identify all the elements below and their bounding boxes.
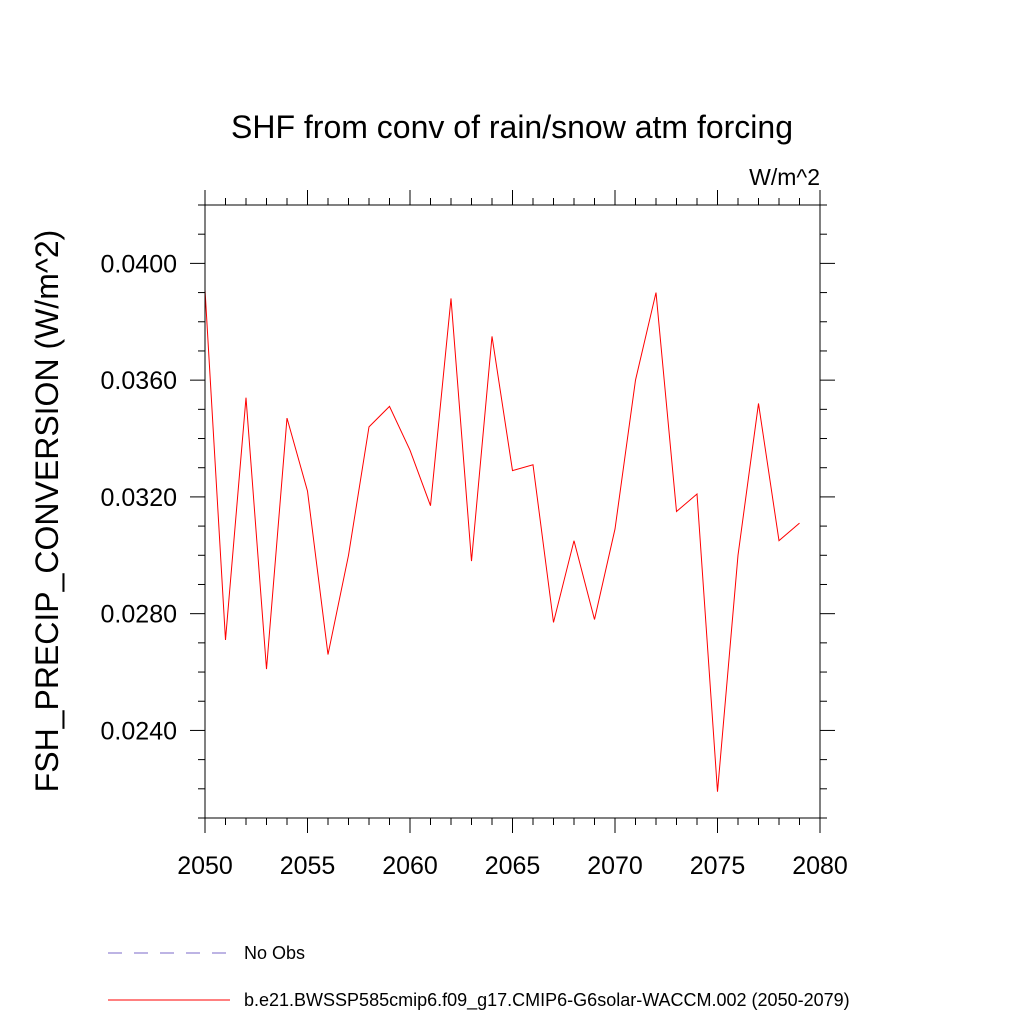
- units-label: W/m^2: [749, 164, 820, 190]
- y-tick-label: 0.0280: [101, 601, 177, 629]
- x-tick-label: 2075: [690, 852, 746, 880]
- y-tick-label: 0.0320: [101, 484, 177, 512]
- chart-title: SHF from conv of rain/snow atm forcing: [231, 109, 793, 145]
- legend-label: b.e21.BWSSP585cmip6.f09_g17.CMIP6-G6sola…: [244, 990, 850, 1011]
- y-tick-label: 0.0240: [101, 717, 177, 745]
- y-axis-label: FSH_PRECIP_CONVERSION (W/m^2): [29, 230, 65, 793]
- plot-frame: [204, 204, 821, 819]
- x-tick-label: 2070: [587, 852, 643, 880]
- y-tick-label: 0.0360: [101, 367, 177, 395]
- x-tick-label: 2055: [280, 852, 336, 880]
- series-line: [204, 289, 800, 792]
- x-tick-label: 2050: [177, 852, 233, 880]
- tick-labels: 2050 2055 2060 2065 2070 2075 2080 0.0240 0.0280…: [101, 250, 848, 880]
- legend-label: No Obs: [244, 943, 305, 963]
- legend: No Obs b.e21.BWSSP585cmip6.f09_g17.CMIP6-…: [108, 943, 850, 1011]
- x-tick-label: 2080: [792, 852, 848, 880]
- x-tick-label: 2065: [485, 852, 541, 880]
- y-tick-label: 0.0400: [101, 250, 177, 278]
- axis-ticks: [190, 190, 835, 833]
- series-layer: [204, 289, 800, 792]
- x-tick-label: 2060: [382, 852, 438, 880]
